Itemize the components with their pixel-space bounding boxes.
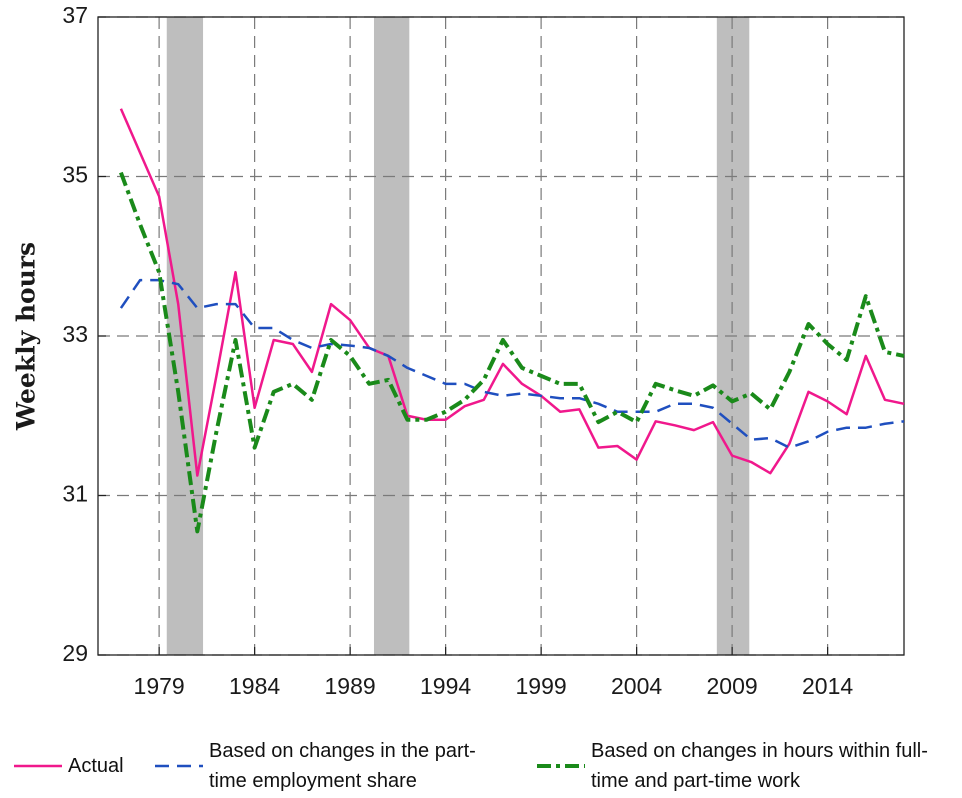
chart: Weekly hours 29 31 33 35 37 1979 1984 1989 1994 1… bbox=[12, 2, 905, 699]
legend-item: Based on changes in hours within full-ti… bbox=[537, 734, 962, 798]
x-tick-label: 2004 bbox=[611, 673, 662, 699]
legend-label: Based on changes in hours within full-ti… bbox=[591, 740, 928, 792]
legend-label: Based on changes in the part-time employ… bbox=[209, 740, 476, 792]
legend-swatch bbox=[155, 764, 203, 768]
y-tick-label: 29 bbox=[62, 640, 88, 666]
legend-label: Actual bbox=[68, 755, 124, 777]
legend-item: Based on changes in the part-time employ… bbox=[155, 734, 481, 798]
x-tick-label: 1979 bbox=[134, 673, 185, 699]
series-line bbox=[119, 108, 905, 477]
y-tick-label: 37 bbox=[62, 2, 88, 28]
x-tick-label: 1999 bbox=[516, 673, 567, 699]
x-tick-label: 2009 bbox=[707, 673, 758, 699]
y-tick-label: 35 bbox=[62, 162, 88, 188]
legend: Actual Based on changes in the part-time … bbox=[0, 734, 962, 798]
legend-swatch bbox=[14, 764, 62, 768]
x-tick-label: 1994 bbox=[420, 673, 471, 699]
y-tick-label: 33 bbox=[62, 321, 88, 347]
y-axis-label: Weekly hours bbox=[12, 242, 41, 431]
legend-item: Actual bbox=[14, 734, 124, 798]
x-tick-label: 1984 bbox=[229, 673, 280, 699]
x-tick-label: 2014 bbox=[802, 673, 853, 699]
y-tick-label: 31 bbox=[62, 481, 88, 507]
legend-swatch bbox=[537, 764, 585, 768]
x-tick-label: 1989 bbox=[325, 673, 376, 699]
series-line bbox=[119, 171, 905, 534]
series-line bbox=[119, 278, 905, 449]
plot-frame bbox=[97, 16, 905, 656]
